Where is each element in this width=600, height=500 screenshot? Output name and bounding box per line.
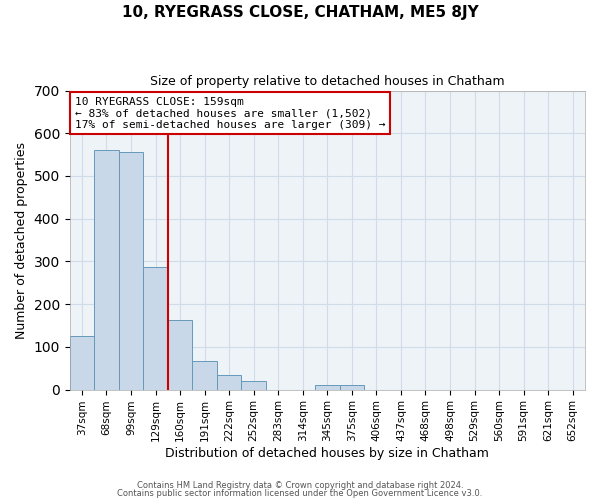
Text: 10, RYEGRASS CLOSE, CHATHAM, ME5 8JY: 10, RYEGRASS CLOSE, CHATHAM, ME5 8JY [122,5,478,20]
Bar [168,320,193,390]
Bar [193,360,217,390]
Bar [119,152,143,390]
Bar [70,336,94,390]
Text: 10 RYEGRASS CLOSE: 159sqm
← 83% of detached houses are smaller (1,502)
17% of se: 10 RYEGRASS CLOSE: 159sqm ← 83% of detac… [75,96,385,130]
Text: Contains HM Land Registry data © Crown copyright and database right 2024.: Contains HM Land Registry data © Crown c… [137,481,463,490]
Bar [94,150,119,390]
Bar [143,266,168,390]
X-axis label: Distribution of detached houses by size in Chatham: Distribution of detached houses by size … [166,447,489,460]
Bar [217,376,241,390]
Bar [241,381,266,390]
Y-axis label: Number of detached properties: Number of detached properties [15,142,28,338]
Text: Contains public sector information licensed under the Open Government Licence v3: Contains public sector information licen… [118,488,482,498]
Title: Size of property relative to detached houses in Chatham: Size of property relative to detached ho… [150,75,505,88]
Bar [315,386,340,390]
Bar [340,386,364,390]
